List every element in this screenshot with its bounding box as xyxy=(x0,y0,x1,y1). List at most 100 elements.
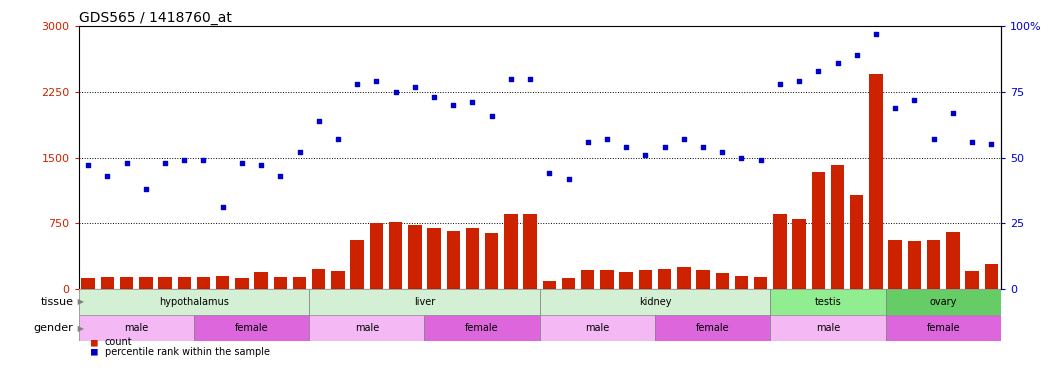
Bar xyxy=(177,278,191,289)
Bar xyxy=(540,289,770,315)
Bar xyxy=(389,222,402,289)
Point xyxy=(617,144,634,150)
Point xyxy=(868,31,885,37)
Text: male: male xyxy=(585,323,610,333)
Text: male: male xyxy=(354,323,379,333)
Bar xyxy=(984,264,998,289)
Bar xyxy=(197,278,211,289)
Point xyxy=(349,81,366,87)
Point xyxy=(118,160,135,166)
Bar xyxy=(946,232,960,289)
Text: hypothalamus: hypothalamus xyxy=(159,297,228,307)
Bar xyxy=(754,276,767,289)
Text: ovary: ovary xyxy=(930,297,957,307)
Bar xyxy=(309,315,424,341)
Bar xyxy=(677,267,691,289)
Point xyxy=(176,157,193,163)
Bar xyxy=(446,231,460,289)
Point xyxy=(752,157,769,163)
Text: gender: gender xyxy=(34,323,73,333)
Point xyxy=(944,110,961,116)
Bar xyxy=(424,315,540,341)
Point xyxy=(425,94,442,100)
Bar xyxy=(350,240,364,289)
Bar xyxy=(79,315,194,341)
Point xyxy=(291,149,308,155)
Bar xyxy=(523,213,537,289)
Point xyxy=(444,102,461,108)
Bar xyxy=(850,195,864,289)
Point xyxy=(195,157,212,163)
Bar xyxy=(716,273,729,289)
Bar xyxy=(619,272,633,289)
Text: female: female xyxy=(465,323,499,333)
Text: tissue: tissue xyxy=(41,297,73,307)
Point xyxy=(848,52,865,58)
Bar xyxy=(235,278,248,289)
Bar xyxy=(309,289,540,315)
Text: kidney: kidney xyxy=(638,297,672,307)
Bar xyxy=(82,278,95,289)
Bar xyxy=(292,278,306,289)
Point xyxy=(99,173,115,179)
Point xyxy=(905,97,922,103)
Point xyxy=(925,136,942,142)
Bar xyxy=(139,276,153,289)
Point xyxy=(580,139,596,145)
Point xyxy=(329,136,346,142)
Text: GDS565 / 1418760_at: GDS565 / 1418760_at xyxy=(79,11,232,25)
Point xyxy=(598,136,615,142)
Point xyxy=(733,154,749,160)
Bar xyxy=(101,278,114,289)
Bar xyxy=(331,271,345,289)
Point xyxy=(214,204,231,210)
Point xyxy=(502,76,519,82)
Text: ■: ■ xyxy=(91,347,97,357)
Point xyxy=(887,105,903,111)
Text: female: female xyxy=(235,323,268,333)
Point xyxy=(810,68,827,74)
Point xyxy=(387,89,403,95)
Bar xyxy=(638,270,652,289)
Bar xyxy=(831,165,845,289)
Bar xyxy=(408,225,421,289)
Bar xyxy=(216,276,230,289)
Text: female: female xyxy=(926,323,960,333)
Bar xyxy=(889,240,902,289)
Bar xyxy=(886,315,1001,341)
Point xyxy=(695,144,712,150)
Point xyxy=(829,60,846,66)
Point xyxy=(271,173,288,179)
Text: male: male xyxy=(124,323,149,333)
Point xyxy=(253,162,269,168)
Bar xyxy=(428,228,441,289)
Bar xyxy=(886,289,1001,315)
Point xyxy=(156,160,173,166)
Bar xyxy=(540,315,655,341)
Point xyxy=(483,112,500,118)
Bar xyxy=(811,171,825,289)
Point xyxy=(983,141,1000,147)
Text: testis: testis xyxy=(814,297,842,307)
Bar xyxy=(696,270,709,289)
Point xyxy=(368,78,385,84)
Bar xyxy=(194,315,309,341)
Bar xyxy=(255,272,268,289)
Point xyxy=(522,76,539,82)
Point xyxy=(714,149,730,155)
Bar xyxy=(601,270,614,289)
Bar xyxy=(773,214,787,289)
Bar xyxy=(770,289,886,315)
Bar xyxy=(908,241,921,289)
Bar xyxy=(543,281,556,289)
Bar xyxy=(119,278,133,289)
Point xyxy=(80,162,96,168)
Point xyxy=(675,136,692,142)
Bar xyxy=(655,315,770,341)
Bar xyxy=(485,233,499,289)
Bar xyxy=(312,268,326,289)
Point xyxy=(637,152,654,158)
Bar xyxy=(658,268,672,289)
Bar xyxy=(465,228,479,289)
Bar xyxy=(926,240,940,289)
